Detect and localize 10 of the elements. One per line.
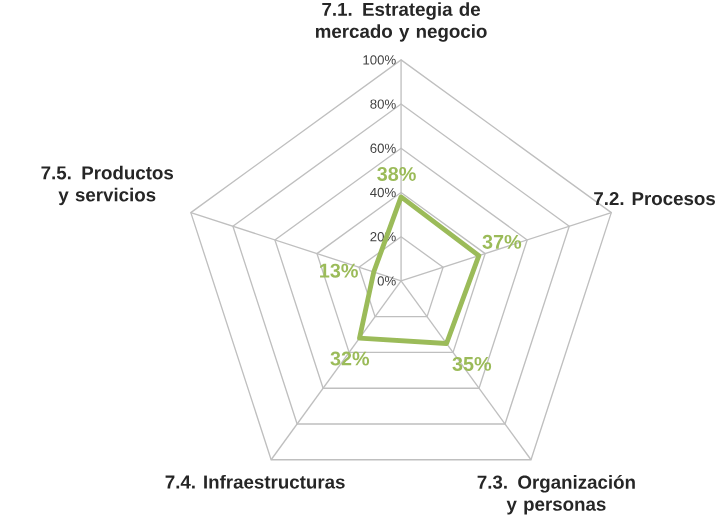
spoke-label: 7.4. Infraestructuras xyxy=(165,474,345,489)
spoke-label: 7.2. Procesos xyxy=(594,191,715,205)
data-label: 32% xyxy=(330,351,370,366)
data-label: 35% xyxy=(452,356,492,371)
spoke-label: 7.5. Productos y servicios xyxy=(41,165,174,205)
data-label: 37% xyxy=(482,234,522,249)
data-label: 13% xyxy=(320,263,358,278)
spoke-label: 7.1. Estrategia de mercado y negocio xyxy=(315,1,487,42)
data-label: 38% xyxy=(377,166,416,181)
spoke-label: 7.3. Organización y personas xyxy=(477,474,635,515)
